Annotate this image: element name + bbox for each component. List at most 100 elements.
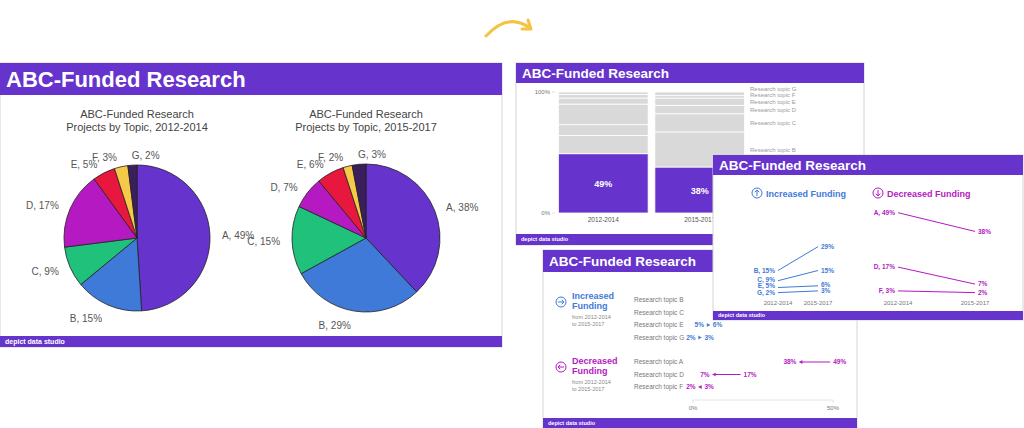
change-arrow (713, 374, 741, 375)
tick-mark (833, 400, 834, 403)
chart-title-line: Projects by Topic, 2012-2014 (66, 121, 208, 133)
data-label: C, 9% (32, 266, 59, 277)
chart-subtitle-line: from 2012-2014 (572, 314, 611, 320)
chart-title-line: Decreased (572, 356, 618, 366)
category-label: Research topic B (634, 296, 684, 304)
data-label: G, 2% (132, 150, 160, 161)
change-arrow (799, 362, 830, 363)
series-label: Research topic B (750, 147, 796, 153)
tick-mark (552, 92, 555, 93)
data-label: 29% (821, 243, 834, 250)
plot-area (778, 247, 818, 293)
slide: ABC-Funded Researchdepict data studioABC… (0, 63, 502, 347)
category-label: Research topic G (634, 334, 684, 342)
slide-header (713, 155, 1023, 175)
series-label: Research topic G (750, 86, 797, 92)
slope-line (898, 267, 975, 284)
chart-title: Increased Funding (766, 189, 846, 199)
slide-title: ABC-Funded Research (719, 158, 866, 173)
plot-area (699, 360, 831, 389)
slide-header (516, 63, 864, 83)
data-label: 6% (713, 321, 723, 328)
tick-label: 0% (689, 405, 698, 411)
tick-mark (693, 400, 694, 403)
slide-footer (543, 418, 857, 428)
slope-line (778, 286, 818, 288)
slope-line (778, 247, 818, 271)
category-label: Research topic F (634, 383, 683, 391)
data-label: 7% (978, 280, 988, 287)
bar-segment (558, 98, 648, 104)
tick-label: 50% (827, 405, 840, 411)
data-label: 6% (821, 281, 831, 288)
data-label: 38% (783, 358, 796, 365)
data-label: 49% (594, 179, 612, 189)
pie-slice (352, 164, 366, 238)
chart-title: DecreasedFunding (572, 356, 618, 376)
data-label: E, 5% (758, 282, 776, 290)
data-label: F, 3% (92, 152, 117, 163)
data-label: C, 9% (757, 276, 775, 284)
series-label: Research topic D (750, 107, 797, 113)
tick-label: 0% (541, 210, 550, 216)
data-label: G, 3% (358, 149, 386, 160)
chart-title-line: Increased (572, 291, 614, 301)
chart-title: IncreasedFunding (572, 291, 614, 311)
data-label: 17% (744, 371, 757, 378)
icon-circle (556, 362, 566, 372)
slide-header (0, 63, 502, 95)
icon-circle (556, 297, 566, 307)
slope-line (778, 271, 818, 281)
slope-line (778, 291, 818, 293)
arrow-head (713, 373, 716, 377)
slide-title: ABC-Funded Research (6, 67, 246, 92)
data-label: 15% (821, 267, 834, 274)
data-label: G, 2% (757, 289, 775, 297)
data-label: D, 7% (270, 182, 297, 193)
arrow-head (698, 336, 701, 340)
data-label: C, 15% (247, 236, 280, 247)
bar-segment (558, 104, 648, 125)
slope-line (898, 291, 975, 293)
bar-segment (558, 94, 648, 98)
data-label: 5% (695, 321, 705, 328)
icon-circle (752, 188, 762, 198)
footer-text: depict data studio (548, 420, 596, 426)
category-label: 2012-2014 (884, 300, 913, 306)
bar-segment (558, 92, 648, 94)
icon-arrow (558, 365, 564, 369)
icon-arrow (558, 300, 564, 304)
chart-subtitle-line: to 2015-2017 (572, 321, 604, 327)
data-label: D, 17% (874, 263, 896, 271)
chart-title: ABC-Funded ResearchProjects by Topic, 20… (66, 108, 208, 133)
data-label: 3% (704, 334, 714, 341)
category-label: 2012-2014 (764, 300, 793, 306)
category-label: Research topic C (634, 309, 684, 317)
category-label: Research topic A (634, 358, 684, 366)
footer-text: depict data studio (521, 236, 569, 242)
chart-subtitle-line: from 2012-2014 (572, 379, 611, 385)
icon-circle (873, 188, 883, 198)
category-label: Research topic E (634, 321, 684, 329)
chart-title-line: Funding (572, 301, 608, 311)
pie-slice (128, 165, 137, 238)
chart-subtitle-line: to 2015-2017 (572, 386, 604, 392)
category-label: Research topic D (634, 371, 684, 379)
tick-label: 100% (535, 89, 551, 95)
data-label: A, 49% (874, 209, 896, 217)
chart-subtitle: from 2012-2014to 2015-2017 (572, 314, 611, 327)
bar-segment (655, 114, 745, 132)
chart-title-line: Projects by Topic, 2015-2017 (295, 121, 437, 133)
data-label: A, 38% (446, 202, 478, 213)
data-label: 38% (978, 228, 991, 235)
footer-text: depict data studio (718, 312, 766, 318)
bar-segment (655, 98, 745, 105)
slide-footer (0, 336, 502, 347)
data-label: B, 29% (319, 320, 351, 331)
slope-line (898, 213, 975, 232)
data-label: 7% (700, 371, 710, 378)
chart-title: Decreased Funding (887, 189, 971, 199)
pie-slice (114, 166, 137, 238)
slide: ABC-Funded Research depict data studio Inc… (713, 155, 1023, 320)
data-label: F, 2% (318, 152, 343, 163)
